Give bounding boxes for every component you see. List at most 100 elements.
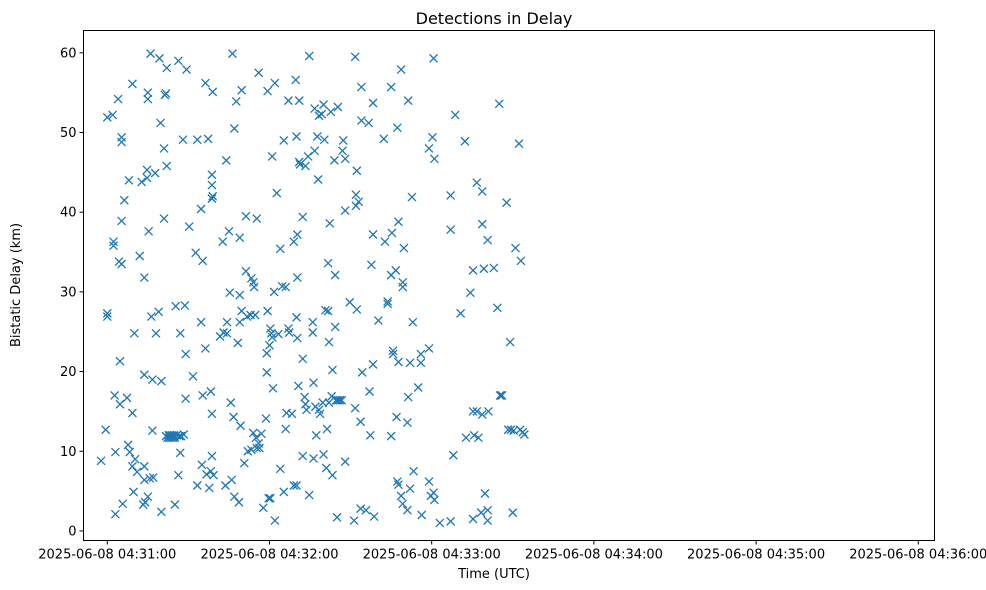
data-point [227,475,237,485]
data-point [129,328,139,338]
data-point [151,328,161,338]
data-point [275,244,285,254]
data-point [292,273,302,282]
data-point [386,82,396,92]
data-point [365,430,375,440]
data-point [117,216,127,226]
data-point [115,356,125,366]
data-point [311,430,321,440]
data-point [197,460,207,470]
data-point [139,370,149,380]
data-point [323,258,333,268]
data-point [340,154,350,164]
data-point [298,354,308,364]
data-point [110,447,120,457]
data-point [144,226,154,236]
data-point [413,383,423,392]
data-point [340,206,350,216]
data-point [279,136,289,145]
data-point [124,175,134,185]
data-point [110,391,120,400]
data-point [235,233,245,243]
data-point [235,290,245,300]
data-point [324,398,334,408]
data-point [256,429,266,439]
data-point [388,349,398,359]
data-point [320,305,330,315]
data-point [477,410,487,420]
data-point [129,487,138,497]
data-point [349,516,359,526]
data-point [292,132,301,141]
data-point [417,510,427,520]
data-point [196,317,206,327]
data-point [209,470,218,480]
data-point [300,392,310,402]
data-point [156,118,166,128]
data-point [234,497,244,507]
data-point [312,132,322,141]
data-point [139,475,149,485]
data-point [322,424,332,434]
data-point [483,505,493,515]
data-point [251,433,261,443]
data-point [514,139,524,149]
data-point [208,191,218,201]
data-point [356,82,366,92]
data-point [102,312,112,322]
data-point [237,85,247,95]
data-point [308,328,318,337]
data-point [393,480,403,490]
data-point [361,505,371,515]
data-point [283,96,293,106]
data-point [448,450,458,460]
data-point [335,395,345,405]
data-point [302,405,311,415]
x-tick-label: 2025-06-08 04:33:00 [363,548,501,563]
data-point [396,65,406,75]
data-point [329,155,339,165]
data-point [403,392,413,402]
data-point [200,343,210,353]
data-point [180,300,190,310]
x-tick-label: 2025-06-08 04:35:00 [687,548,825,563]
data-point [255,443,264,453]
data-point [468,265,478,275]
data-point [287,409,297,419]
data-point [365,387,374,396]
data-point [319,135,329,145]
data-point [267,151,277,161]
data-point [446,516,456,526]
data-point [424,477,434,486]
data-point [109,241,118,251]
y-tick-label: 50 [60,126,77,141]
data-point [281,424,291,434]
data-point [233,338,243,348]
data-point [170,500,180,510]
data-point [519,430,529,439]
data-point [198,256,208,266]
data-point [122,393,132,403]
data-point [308,317,318,327]
data-point [465,288,475,298]
data-point [477,219,487,229]
data-point [325,218,335,228]
data-point [229,412,238,422]
data-point [354,197,364,207]
data-point [333,395,343,405]
data-point [159,214,169,224]
data-point [392,412,402,422]
data-point [241,266,251,276]
data-point [398,499,408,509]
data-point [468,514,478,524]
data-point [473,433,483,443]
data-point [273,329,283,339]
x-axis: 2025-06-08 04:31:00 2025-06-08 04:32:00 20… [38,540,986,563]
data-point [145,473,155,483]
data-point [456,308,466,318]
data-point [405,358,415,368]
data-point [207,409,217,419]
data-point [150,168,160,178]
data-point [319,449,329,459]
data-point [206,387,216,396]
